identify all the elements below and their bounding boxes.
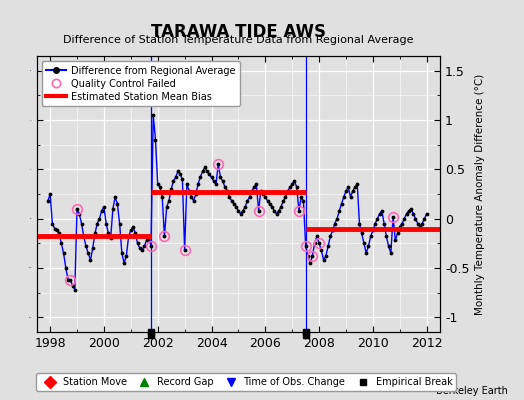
Title: TARAWA TIDE AWS: TARAWA TIDE AWS: [151, 22, 326, 40]
Text: Berkeley Earth: Berkeley Earth: [436, 386, 508, 396]
Text: Difference of Station Temperature Data from Regional Average: Difference of Station Temperature Data f…: [63, 35, 413, 45]
Y-axis label: Monthly Temperature Anomaly Difference (°C): Monthly Temperature Anomaly Difference (…: [475, 73, 485, 315]
Legend: Station Move, Record Gap, Time of Obs. Change, Empirical Break: Station Move, Record Gap, Time of Obs. C…: [36, 373, 456, 391]
Legend: Difference from Regional Average, Quality Control Failed, Estimated Station Mean: Difference from Regional Average, Qualit…: [41, 61, 240, 106]
